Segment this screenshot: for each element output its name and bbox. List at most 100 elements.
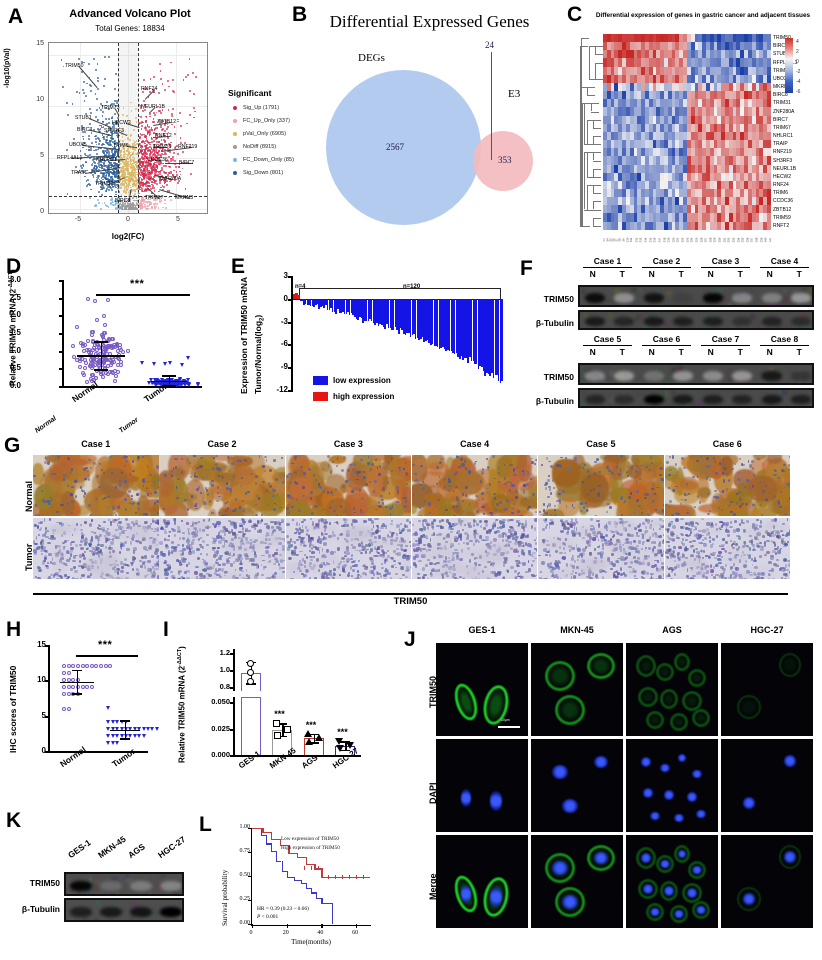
heatmap-cell [709, 156, 714, 165]
volcano-point [103, 156, 105, 159]
volcano-point [141, 197, 144, 200]
volcano-point [95, 165, 98, 167]
mean-line [151, 380, 187, 383]
heatmap-cell [606, 82, 611, 92]
heatmap-cell [618, 164, 623, 173]
ihc-nucleus [42, 473, 45, 477]
heatmap-cell [747, 66, 752, 75]
blot-band [643, 292, 664, 303]
ihc-nucleus [105, 541, 107, 544]
ihc-nucleus [174, 457, 178, 461]
volcano-point [87, 154, 89, 157]
volcano-point [81, 61, 83, 64]
volcano-point [147, 159, 150, 162]
heatmap-cell [648, 140, 653, 149]
heatmap-cell [625, 107, 630, 116]
heatmap-cell [603, 66, 607, 75]
volcano-point [153, 145, 155, 148]
volcano-point [158, 141, 161, 143]
heatmap-cell [667, 115, 672, 124]
volcano-point [99, 208, 102, 210]
volcano-point [170, 141, 173, 144]
volcano-point [134, 188, 136, 191]
panel-a-legend-label-nodiff: NoDiff (8915) [243, 144, 277, 150]
axis-tick [59, 297, 64, 300]
heatmap-cell [656, 82, 661, 92]
volcano-point [119, 186, 122, 189]
volcano-point [101, 110, 104, 113]
ihc-nucleus [69, 549, 74, 554]
volcano-point [140, 169, 142, 171]
volcano-point [105, 107, 108, 110]
volcano-point [133, 148, 136, 151]
ihc-nucleus [227, 456, 231, 459]
heatmap-cell [652, 131, 657, 141]
venn-circle-e3 [473, 131, 533, 191]
volcano-point [147, 164, 150, 167]
volcano-point [116, 101, 118, 104]
panel-a-legend-label-fc-down-only: FC_Down_Only (85) [243, 157, 294, 163]
volcano-point [139, 106, 142, 109]
heatmap-cell [618, 115, 623, 124]
dendrogram-line [587, 119, 588, 145]
ihc-nucleus [43, 518, 46, 522]
heatmap-row-label: ZNF280A [773, 108, 795, 115]
volcano-point [153, 169, 156, 172]
panel-a-legend-item-fc-down-only: FC_Down_Only (85) [228, 157, 298, 163]
heatmap-cell [622, 123, 626, 132]
volcano-point [174, 133, 176, 136]
heatmap-cell [732, 34, 737, 43]
heatmap-cell [766, 42, 771, 51]
volcano-point [114, 153, 116, 155]
ihc-nucleus [183, 498, 188, 501]
volcano-point [125, 183, 128, 185]
volcano-point [100, 147, 103, 150]
blot-band [702, 370, 723, 381]
panel-e-ytick: -6 [280, 339, 288, 349]
blot-noise [795, 306, 799, 307]
heatmap-cell [637, 66, 642, 75]
volcano-point [142, 164, 145, 166]
volcano-point [172, 174, 174, 177]
volcano-point [131, 208, 134, 210]
volcano-point [140, 165, 143, 168]
volcano-point [128, 177, 130, 180]
volcano-point [113, 124, 116, 126]
heatmap-cell [610, 164, 615, 173]
blot-noise [690, 391, 699, 396]
volcano-point [81, 130, 84, 133]
volcano-point [117, 152, 119, 155]
heatmap-cell [637, 58, 642, 67]
volcano-point [140, 151, 143, 154]
ihc-nucleus [66, 502, 70, 505]
heatmap-cell [603, 42, 607, 51]
volcano-point [176, 153, 179, 155]
colorbar-tick: -4 [796, 79, 801, 85]
volcano-point [153, 151, 156, 154]
ihc-nucleus [144, 555, 148, 559]
blot-noise [678, 382, 683, 383]
heatmap-cell [618, 131, 623, 141]
volcano-point [144, 206, 147, 209]
volcano-gene-label: MKRN3 [175, 195, 194, 201]
volcano-point [159, 173, 162, 176]
volcano-point [118, 126, 121, 129]
volcano-point [91, 174, 94, 176]
volcano-point [126, 171, 129, 173]
panel-a-legend: Significant Sig_Up (1791) FC_Up_Only (33… [228, 88, 298, 183]
volcano-point [130, 159, 133, 162]
heatmap-cell [732, 58, 737, 67]
panel-c-letter: C [567, 3, 583, 26]
heatmap-cell [702, 164, 706, 173]
heatmap-cell [721, 140, 725, 149]
legend-dot-icon [233, 145, 237, 149]
volcano-point [107, 141, 109, 144]
ihc-nucleus [131, 497, 133, 501]
heatmap-cell [747, 115, 752, 124]
heatmap-cell [736, 42, 741, 51]
heatmap-cell [736, 123, 741, 132]
volcano-point [153, 172, 156, 175]
volcano-point [154, 114, 157, 116]
volcano-point [124, 130, 127, 133]
ihc-nucleus [250, 472, 253, 476]
